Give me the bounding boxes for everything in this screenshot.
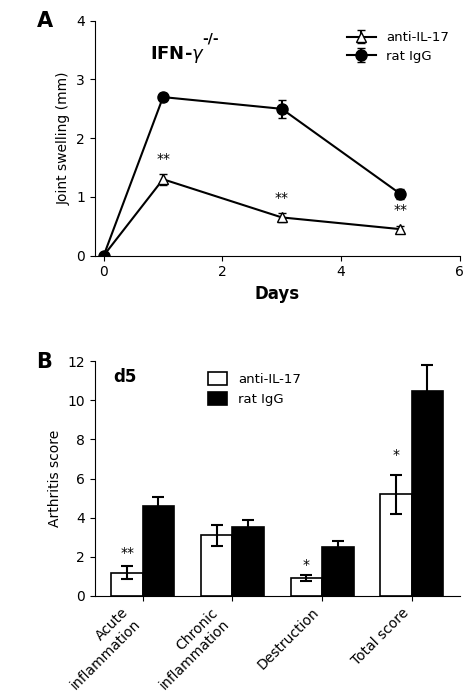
Bar	[143, 506, 174, 596]
Bar	[232, 527, 264, 596]
Bar	[322, 547, 354, 596]
Y-axis label: Arthritis score: Arthritis score	[48, 430, 62, 527]
Text: **: **	[275, 191, 289, 205]
Text: d5: d5	[113, 368, 137, 386]
Text: **: **	[156, 152, 170, 166]
Bar	[412, 391, 443, 596]
X-axis label: Days: Days	[255, 285, 300, 303]
Text: B: B	[36, 352, 52, 372]
Legend: anti-IL-17, rat IgG: anti-IL-17, rat IgG	[343, 28, 453, 67]
Text: *: *	[303, 558, 310, 572]
Legend: anti-IL-17, rat IgG: anti-IL-17, rat IgG	[204, 368, 305, 410]
Bar	[111, 572, 143, 596]
Text: -/-: -/-	[202, 31, 219, 45]
Bar	[291, 579, 322, 596]
Text: **: **	[393, 204, 408, 218]
Text: *: *	[392, 448, 400, 462]
Text: **: **	[120, 546, 134, 560]
Y-axis label: Joint swelling (mm): Joint swelling (mm)	[57, 71, 71, 205]
Text: A: A	[36, 11, 53, 31]
Text: IFN-$\gamma$: IFN-$\gamma$	[149, 44, 204, 65]
Bar	[381, 494, 412, 596]
Bar	[201, 535, 232, 596]
